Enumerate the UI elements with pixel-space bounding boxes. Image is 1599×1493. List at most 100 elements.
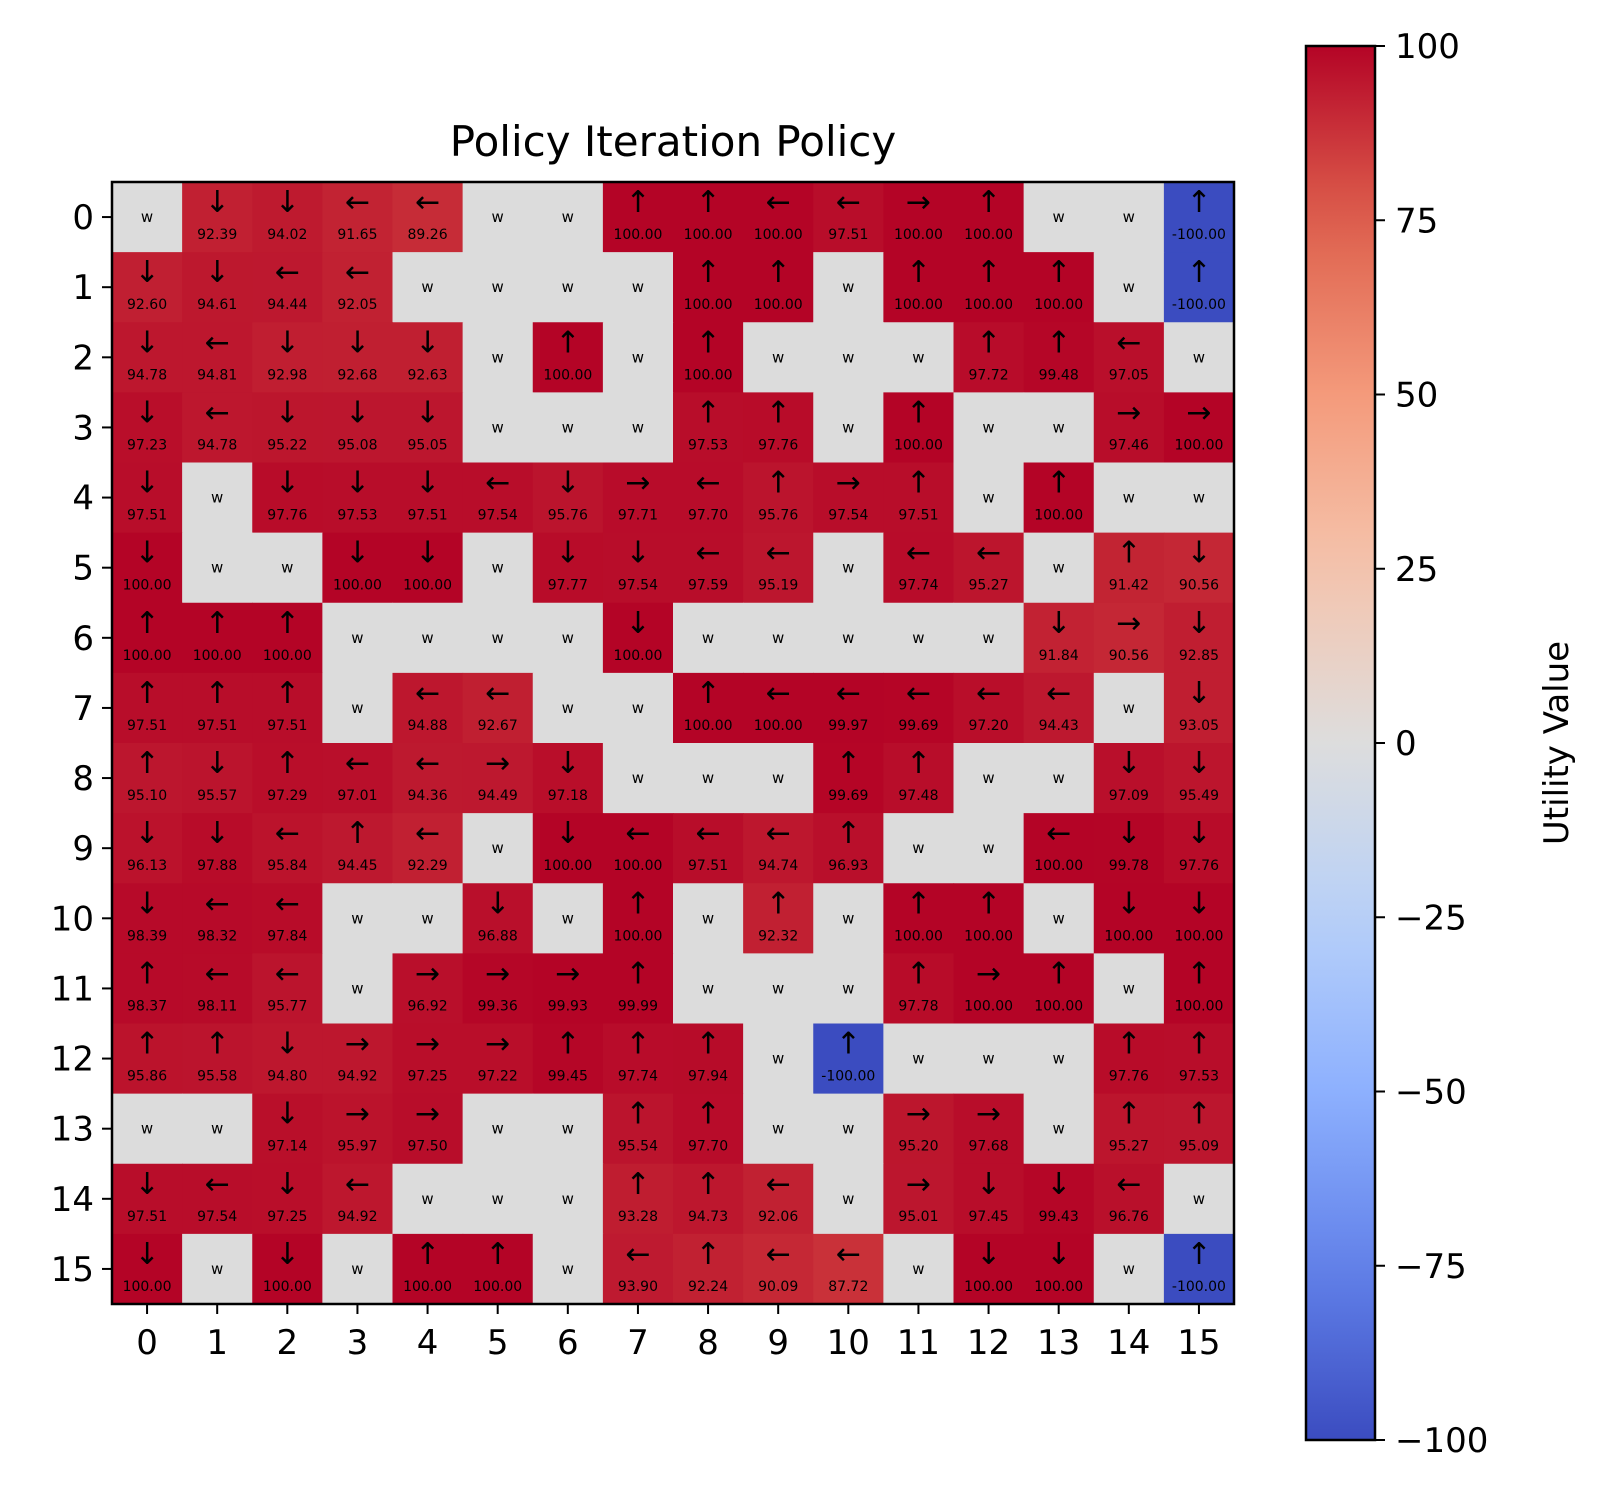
utility-value-label: 99.78 xyxy=(1109,858,1149,874)
x-tick-label: 2 xyxy=(276,1323,298,1363)
wall-label: w xyxy=(982,418,994,436)
heatmap-cell xyxy=(743,1163,814,1235)
y-tick-label: 14 xyxy=(51,1180,94,1220)
policy-arrow: ↓ xyxy=(134,816,159,851)
policy-arrow: ↓ xyxy=(485,886,510,921)
utility-value-label: 92.32 xyxy=(758,928,798,944)
policy-arrow: ↓ xyxy=(1186,886,1211,921)
utility-value-label: 93.90 xyxy=(618,1279,658,1295)
policy-arrow: ← xyxy=(345,746,370,781)
utility-value-label: 97.50 xyxy=(408,1139,448,1155)
heatmap-cell xyxy=(813,743,884,814)
heatmap-cell xyxy=(953,1233,1025,1305)
heatmap-cell xyxy=(673,672,744,744)
x-tick-label: 7 xyxy=(627,1323,649,1363)
heatmap-cell xyxy=(322,883,394,954)
utility-value-label: 95.54 xyxy=(618,1139,658,1155)
heatmap-cell xyxy=(953,602,1025,674)
heatmap-cell xyxy=(252,602,323,674)
utility-value-label: 100.00 xyxy=(1174,437,1223,453)
wall-label: w xyxy=(632,278,644,296)
wall-label: w xyxy=(211,1120,223,1138)
policy-arrow: ↓ xyxy=(205,185,230,220)
heatmap-cell xyxy=(1093,953,1165,1025)
policy-arrow: → xyxy=(415,1027,440,1062)
policy-arrow: → xyxy=(976,956,1001,991)
heatmap-cell xyxy=(813,953,884,1025)
policy-arrow: ↓ xyxy=(275,466,300,501)
utility-value-label: 99.69 xyxy=(828,788,868,804)
heatmap-cell xyxy=(883,462,955,534)
wall-label: w xyxy=(351,699,363,717)
wall-label: w xyxy=(1053,1050,1065,1068)
utility-value-label: 99.45 xyxy=(548,1069,588,1085)
policy-arrow: ↓ xyxy=(205,255,230,290)
wall-label: w xyxy=(492,208,504,226)
utility-value-label: 99.93 xyxy=(548,998,588,1014)
y-tick-label: 9 xyxy=(72,829,94,869)
heatmap-cell xyxy=(182,1163,253,1235)
policy-arrow: ↑ xyxy=(205,606,230,641)
utility-value-label: 100.00 xyxy=(684,367,733,383)
policy-arrow: ↓ xyxy=(275,185,300,220)
policy-arrow: ← xyxy=(415,746,440,781)
utility-value-label: 97.53 xyxy=(688,437,728,453)
heatmap-cell xyxy=(1023,532,1095,604)
heatmap-cell xyxy=(602,813,674,884)
policy-arrow: ← xyxy=(766,1167,791,1202)
utility-value-label: 95.49 xyxy=(1179,788,1219,804)
utility-value-label: 94.49 xyxy=(478,788,518,804)
heatmap-cell xyxy=(1093,322,1165,393)
policy-arrow: ← xyxy=(976,536,1001,571)
heatmap-cell xyxy=(602,1023,674,1095)
utility-value-label: 97.14 xyxy=(267,1139,307,1155)
utility-value-label: 97.71 xyxy=(618,508,658,524)
heatmap-cell xyxy=(112,392,183,464)
policy-arrow: ← xyxy=(625,816,650,851)
utility-value-label: 100.00 xyxy=(894,928,943,944)
heatmap-cell xyxy=(252,462,323,534)
utility-value-label: 94.73 xyxy=(688,1209,728,1225)
utility-value-label: 97.01 xyxy=(337,788,377,804)
wall-label: w xyxy=(351,979,363,997)
y-tick-label: 13 xyxy=(51,1110,94,1150)
policy-arrow: ↑ xyxy=(345,816,370,851)
heatmap-cell xyxy=(1093,813,1165,884)
wall-label: w xyxy=(842,559,854,577)
wall-label: w xyxy=(281,559,293,577)
wall-label: w xyxy=(632,348,644,366)
utility-value-label: 94.43 xyxy=(1039,718,1079,734)
policy-arrow: ↑ xyxy=(1116,536,1141,571)
heatmap-cell xyxy=(813,1233,884,1305)
wall-label: w xyxy=(982,629,994,647)
policy-arrow: → xyxy=(1186,395,1211,430)
utility-value-label: 100.00 xyxy=(964,1279,1013,1295)
policy-arrow: ↑ xyxy=(625,185,650,220)
heatmap-cell xyxy=(1163,1163,1235,1235)
utility-value-label: 100.00 xyxy=(613,648,662,664)
heatmap-cell xyxy=(953,813,1025,884)
heatmap-cell xyxy=(953,252,1025,323)
heatmap-cell xyxy=(112,602,183,674)
policy-arrow: ↓ xyxy=(625,606,650,641)
heatmap-cell xyxy=(462,1233,534,1305)
heatmap-cell xyxy=(953,1023,1025,1095)
policy-arrow: ↑ xyxy=(415,1237,440,1272)
utility-value-label: 100.00 xyxy=(1104,928,1153,944)
heatmap-cell xyxy=(532,252,604,323)
policy-arrow: ↑ xyxy=(1046,325,1071,360)
heatmap-cell xyxy=(602,252,674,323)
heatmap-cell xyxy=(883,1233,955,1305)
heatmap-cell xyxy=(532,322,604,393)
heatmap-cell xyxy=(322,1093,394,1165)
colorbar-tick-label: 25 xyxy=(1395,550,1438,590)
policy-arrow: ← xyxy=(836,1237,861,1272)
policy-arrow: ↑ xyxy=(695,185,720,220)
heatmap-cell xyxy=(392,672,464,744)
policy-arrow: → xyxy=(555,956,580,991)
wall-label: w xyxy=(1053,559,1065,577)
utility-value-label: 87.72 xyxy=(828,1279,868,1295)
policy-arrow: ↑ xyxy=(625,956,650,991)
heatmap-cell xyxy=(392,1093,464,1165)
